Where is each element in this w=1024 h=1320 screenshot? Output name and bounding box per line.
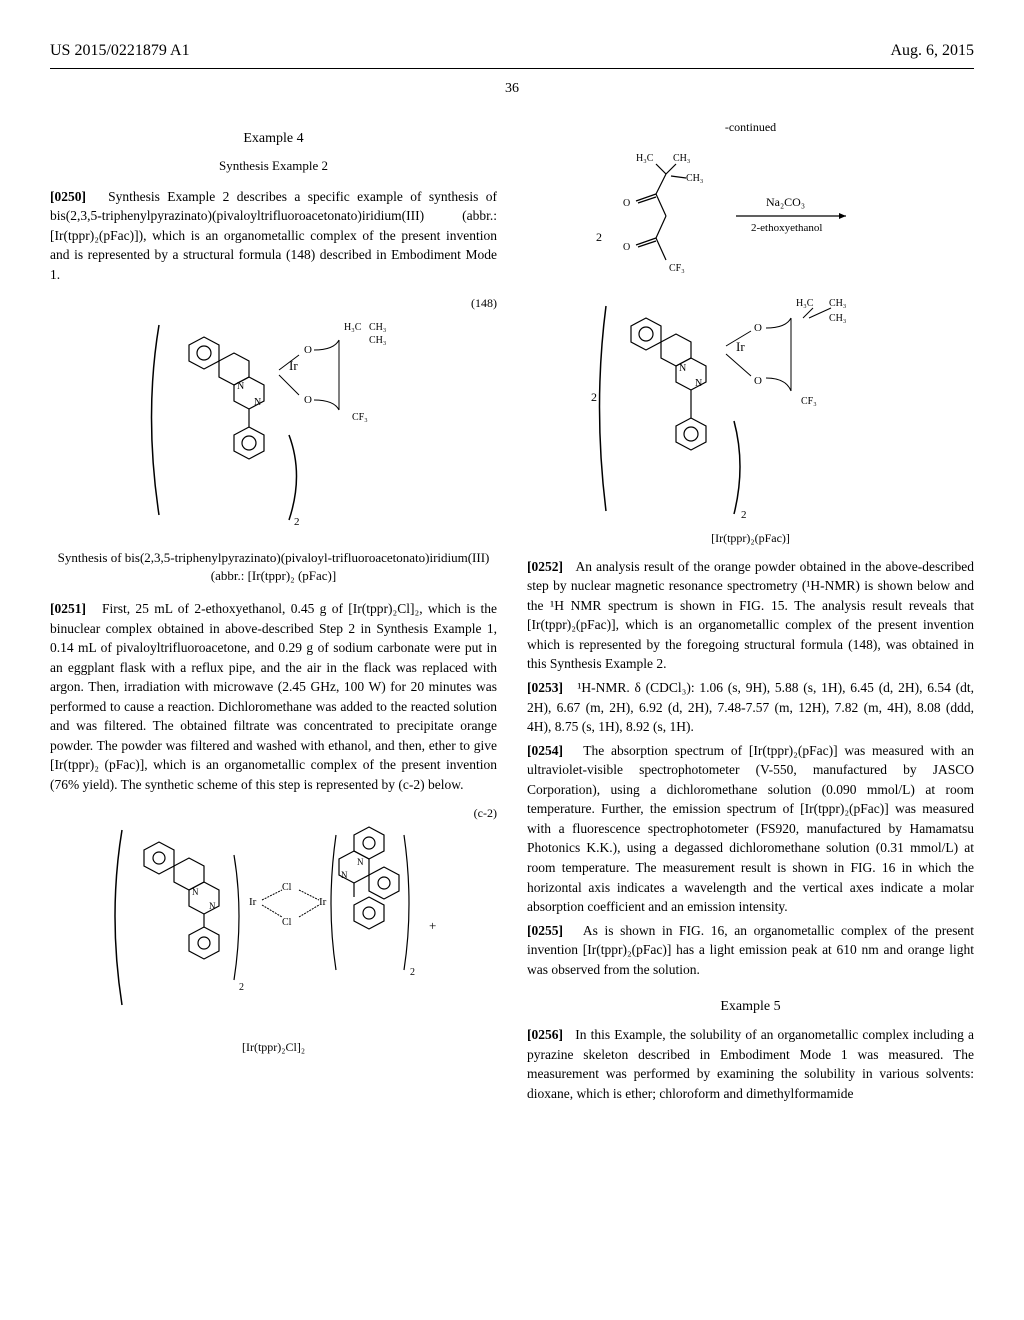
svg-text:2: 2 (239, 982, 244, 993)
svg-text:H₃C: H₃C (344, 322, 362, 333)
molecule-icon: 2 H₃C CH₃ CH₃ O O (561, 146, 941, 526)
svg-text:N: N (254, 397, 261, 408)
svg-text:2: 2 (741, 509, 747, 521)
svg-text:CF₃: CF₃ (801, 396, 817, 407)
synthesis-sub-heading: Synthesis of bis(2,3,5-triphenylpyrazina… (50, 549, 497, 585)
svg-text:+: + (429, 918, 436, 933)
svg-text:N: N (679, 363, 686, 374)
para-number: [0254] (527, 743, 563, 758)
svg-text:N: N (695, 378, 702, 389)
molecule-icon: N N 2 Ir Cl Cl (104, 805, 444, 1035)
svg-text:2: 2 (591, 390, 597, 404)
svg-text:Ir: Ir (249, 896, 257, 908)
para-text: In this Example, the solubility of an or… (527, 1027, 974, 1101)
para-0252: [0252] An analysis result of the orange … (527, 557, 974, 674)
svg-text:CF₃: CF₃ (669, 263, 685, 274)
structure-label: [Ir(tppr)₂(pFac)] (527, 530, 974, 547)
para-text: An analysis result of the orange powder … (527, 559, 974, 672)
structure-148: (148) N N (50, 295, 497, 535)
para-0251: [0251] First, 25 mL of 2-ethoxyethanol, … (50, 599, 497, 795)
svg-text:CH₃: CH₃ (686, 173, 703, 184)
svg-text:Ir: Ir (736, 339, 745, 354)
svg-text:N: N (357, 857, 364, 867)
svg-text:O: O (304, 344, 312, 356)
reaction-scheme: 2 H₃C CH₃ CH₃ O O (527, 146, 974, 547)
svg-text:O: O (304, 394, 312, 406)
svg-text:CH₃: CH₃ (829, 313, 846, 324)
two-column-layout: Example 4 Synthesis Example 2 [0250] Syn… (50, 119, 974, 1107)
continued-label: -continued (527, 119, 974, 136)
eq-number-c2: (c-2) (474, 805, 497, 822)
svg-text:CF₃: CF₃ (352, 412, 368, 423)
para-number: [0252] (527, 559, 563, 574)
para-text: As is shown in FIG. 16, an organometalli… (527, 923, 974, 977)
svg-text:Ir: Ir (319, 896, 327, 908)
reagent-text: Na₂CO₃ (766, 195, 805, 209)
svg-text:O: O (623, 198, 630, 209)
synthesis-example-2-title: Synthesis Example 2 (50, 157, 497, 175)
page-number: 36 (50, 79, 974, 99)
svg-text:Cl: Cl (282, 917, 292, 928)
pub-date: Aug. 6, 2015 (890, 40, 974, 62)
para-text: First, 25 mL of 2-ethoxyethanol, 0.45 g … (50, 601, 497, 792)
svg-text:2: 2 (410, 967, 415, 978)
example-5-title: Example 5 (527, 997, 974, 1017)
para-number: [0250] (50, 189, 86, 204)
para-number: [0256] (527, 1027, 563, 1042)
solvent-text: 2-ethoxyethanol (751, 222, 822, 234)
para-text: ¹H-NMR. δ (CDCl₃): 1.06 (s, 9H), 5.88 (s… (527, 680, 974, 734)
pub-number: US 2015/0221879 A1 (50, 40, 190, 62)
svg-text:2: 2 (596, 230, 602, 244)
svg-text:O: O (623, 242, 630, 253)
page-header: US 2015/0221879 A1 Aug. 6, 2015 (50, 40, 974, 69)
eq-number-148: (148) (471, 295, 497, 312)
svg-text:N: N (237, 381, 244, 392)
left-column: Example 4 Synthesis Example 2 [0250] Syn… (50, 119, 497, 1107)
para-number: [0251] (50, 601, 86, 616)
svg-text:Ir: Ir (289, 358, 298, 373)
svg-text:O: O (754, 322, 762, 334)
para-0254: [0254] The absorption spectrum of [Ir(tp… (527, 741, 974, 917)
para-0255: [0255] As is shown in FIG. 16, an organo… (527, 921, 974, 980)
para-text: Synthesis Example 2 describes a specific… (50, 189, 497, 282)
svg-text:O: O (754, 375, 762, 387)
svg-text:H₃C: H₃C (636, 153, 654, 164)
structure-c2: (c-2) N N 2 (50, 805, 497, 1056)
svg-text:N: N (192, 887, 199, 897)
svg-text:Cl: Cl (282, 882, 292, 893)
molecule-icon: N N Ir O O H₃C CH₃ CH₃ CF₃ (134, 295, 414, 535)
para-0250: [0250] Synthesis Example 2 describes a s… (50, 187, 497, 285)
svg-text:N: N (341, 870, 348, 880)
right-column: -continued 2 H₃C CH₃ CH₃ O (527, 119, 974, 1107)
svg-text:CH₃: CH₃ (369, 335, 386, 346)
para-text: The absorption spectrum of [Ir(tppr)₂(pF… (527, 743, 974, 915)
para-0253: [0253] ¹H-NMR. δ (CDCl₃): 1.06 (s, 9H), … (527, 678, 974, 737)
para-number: [0253] (527, 680, 563, 695)
svg-text:CH₃: CH₃ (829, 298, 846, 309)
para-0256: [0256] In this Example, the solubility o… (527, 1025, 974, 1103)
example-4-title: Example 4 (50, 129, 497, 149)
para-number: [0255] (527, 923, 563, 938)
svg-text:N: N (209, 901, 216, 911)
svg-text:2: 2 (294, 516, 300, 528)
svg-text:CH₃: CH₃ (369, 322, 386, 333)
svg-text:CH₃: CH₃ (673, 153, 690, 164)
svg-text:H₃C: H₃C (796, 298, 814, 309)
structure-label: [Ir(tppr)₂Cl]₂ (50, 1039, 497, 1056)
